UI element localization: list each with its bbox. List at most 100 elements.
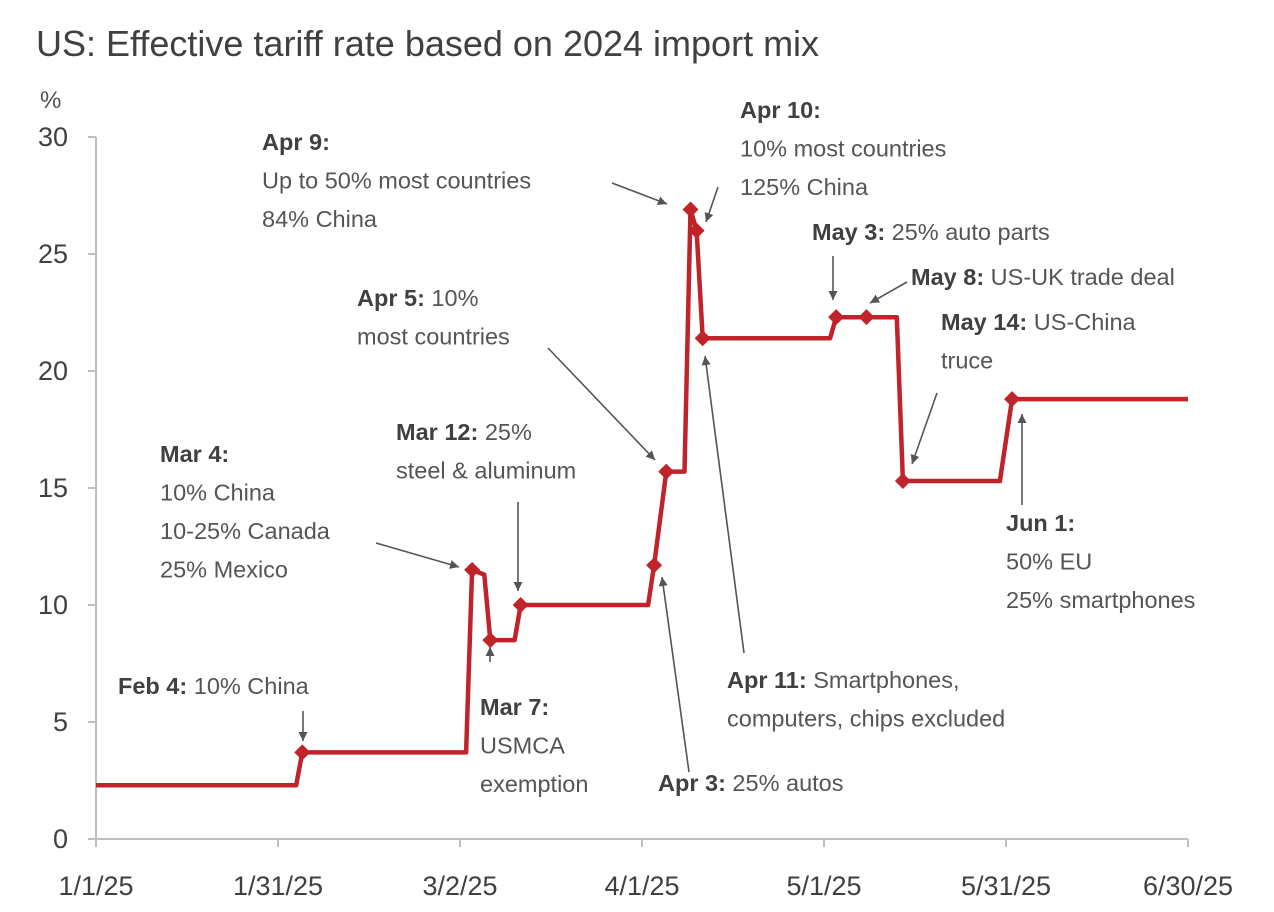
event-marker bbox=[294, 744, 311, 761]
event-marker bbox=[828, 309, 845, 326]
axes: 0 5 10 15 20 25 30 1/1/25 1/31/25 3/2/25 4/1/25 5/1… bbox=[38, 122, 1233, 901]
event-annotation: Feb 4: 10% China bbox=[118, 673, 310, 699]
annotation-text: 10% China bbox=[187, 673, 309, 699]
annotation-line: 25% smartphones bbox=[1006, 587, 1195, 613]
event-marker bbox=[512, 597, 529, 613]
y-tick-label: 10 bbox=[38, 590, 68, 620]
event-marker bbox=[682, 201, 699, 218]
event-marker bbox=[658, 463, 675, 480]
annotation-date: May 3: bbox=[812, 219, 885, 245]
y-axis-unit: % bbox=[40, 87, 61, 114]
annotation-line: 125% China bbox=[740, 174, 869, 200]
annotation-date: Mar 4: bbox=[160, 441, 229, 467]
x-tick-label: 5/31/25 bbox=[961, 871, 1051, 901]
tariff-rate-line bbox=[96, 207, 1188, 788]
y-tick-label: 15 bbox=[38, 473, 68, 503]
y-tick-label: 30 bbox=[38, 122, 68, 152]
arrow-head bbox=[513, 582, 523, 591]
x-tick-label: 4/1/25 bbox=[604, 871, 679, 901]
annotation-date: Apr 5: bbox=[357, 285, 425, 311]
annotation-line: Apr 9: bbox=[262, 129, 330, 155]
event-marker bbox=[858, 309, 875, 326]
event-marker bbox=[646, 557, 663, 574]
annotation-line: 50% EU bbox=[1006, 549, 1092, 575]
annotation-line: steel & aluminum bbox=[396, 458, 576, 484]
x-tick-label: 1/31/25 bbox=[233, 871, 323, 901]
annotation-line: Feb 4: 10% China bbox=[118, 673, 310, 699]
series-layer bbox=[96, 207, 1188, 788]
arrow-head bbox=[828, 291, 838, 300]
arrow-head bbox=[658, 577, 668, 587]
annotation-line: Apr 10: bbox=[740, 97, 821, 123]
arrow-head bbox=[1017, 414, 1027, 423]
annotation-arrow bbox=[611, 182, 668, 205]
annotation-line: May 3: 25% auto parts bbox=[812, 219, 1050, 245]
event-annotation: May 14: US-China truce bbox=[941, 309, 1137, 374]
annotation-arrow bbox=[661, 576, 690, 773]
event-marker bbox=[1004, 391, 1021, 408]
annotation-line: Apr 3: 25% autos bbox=[658, 770, 844, 796]
annotation-text: US-China bbox=[1027, 309, 1136, 335]
arrow-head bbox=[701, 356, 711, 366]
event-annotation: Apr 10: 10% most countries 125% China bbox=[740, 97, 946, 200]
annotation-line: exemption bbox=[480, 771, 588, 797]
annotation-line: May 14: US-China bbox=[941, 309, 1137, 335]
annotation-line: Up to 50% most countries bbox=[262, 168, 531, 194]
arrow-head bbox=[645, 450, 655, 460]
y-tick-label: 20 bbox=[38, 356, 68, 386]
x-tick-label: 3/2/25 bbox=[422, 871, 497, 901]
y-tick-label: 5 bbox=[53, 707, 68, 737]
event-annotation: Mar 7: USMCA exemption bbox=[480, 694, 588, 797]
annotation-line: Apr 5: 10% bbox=[357, 285, 479, 311]
annotation-arrow bbox=[375, 542, 460, 568]
x-tick-label: 5/1/25 bbox=[786, 871, 861, 901]
annotation-line: 84% China bbox=[262, 206, 378, 232]
event-annotation: Jun 1: 50% EU 25% smartphones bbox=[1006, 510, 1195, 613]
annotation-text: 25% autos bbox=[726, 770, 844, 796]
annotation-line: 10-25% Canada bbox=[160, 518, 331, 544]
arrow-head bbox=[910, 454, 920, 464]
annotation-text: 25% auto parts bbox=[885, 219, 1050, 245]
annotation-line: truce bbox=[941, 348, 993, 374]
annotation-line: Apr 11: Smartphones, bbox=[727, 667, 960, 693]
y-tick-label: 25 bbox=[38, 239, 68, 269]
annotation-line: 25% Mexico bbox=[160, 557, 288, 583]
event-markers bbox=[294, 201, 1021, 761]
annotation-arrow bbox=[911, 392, 938, 465]
arrow-head bbox=[870, 294, 881, 303]
x-tick-label: 6/30/25 bbox=[1143, 871, 1233, 901]
arrow-head bbox=[656, 196, 667, 205]
annotations: Feb 4: 10% China Mar 4: 10% China 10-25% Ca… bbox=[118, 97, 1195, 797]
annotation-line: 10% most countries bbox=[740, 136, 946, 162]
event-annotation: Apr 11: Smartphones, computers, chips exc… bbox=[727, 667, 1005, 732]
annotation-line: Jun 1: bbox=[1006, 510, 1075, 536]
y-tick-label: 0 bbox=[53, 824, 68, 854]
annotation-line: May 8: US-UK trade deal bbox=[911, 264, 1175, 290]
chart-title: US: Effective tariff rate based on 2024 … bbox=[36, 23, 819, 64]
annotation-arrows bbox=[298, 182, 1027, 773]
annotation-date: Jun 1: bbox=[1006, 510, 1075, 536]
event-annotation: May 8: US-UK trade deal bbox=[911, 264, 1175, 290]
event-annotation: May 3: 25% auto parts bbox=[812, 219, 1050, 245]
annotation-date: Apr 9: bbox=[262, 129, 330, 155]
annotation-date: May 8: bbox=[911, 264, 984, 290]
x-tick-label: 1/1/25 bbox=[58, 871, 133, 901]
annotation-text: 10% bbox=[425, 285, 479, 311]
annotation-date: Mar 12: bbox=[396, 419, 478, 445]
event-annotation: Mar 4: 10% China 10-25% Canada 25% Mexico bbox=[160, 441, 331, 583]
annotation-line: 10% China bbox=[160, 480, 276, 506]
annotation-text: 25% bbox=[478, 419, 532, 445]
annotation-line: Mar 12: 25% bbox=[396, 419, 532, 445]
arrow-head bbox=[449, 560, 459, 569]
arrow-head bbox=[485, 647, 495, 656]
annotation-date: Apr 3: bbox=[658, 770, 726, 796]
annotation-date: Feb 4: bbox=[118, 673, 187, 699]
annotation-date: Apr 10: bbox=[740, 97, 821, 123]
arrow-head bbox=[298, 732, 308, 741]
annotation-arrow bbox=[547, 347, 656, 461]
annotation-line: most countries bbox=[357, 324, 510, 350]
event-marker bbox=[694, 330, 711, 347]
event-annotation: Apr 5: 10% most countries bbox=[357, 285, 510, 350]
annotation-arrow bbox=[704, 355, 745, 654]
